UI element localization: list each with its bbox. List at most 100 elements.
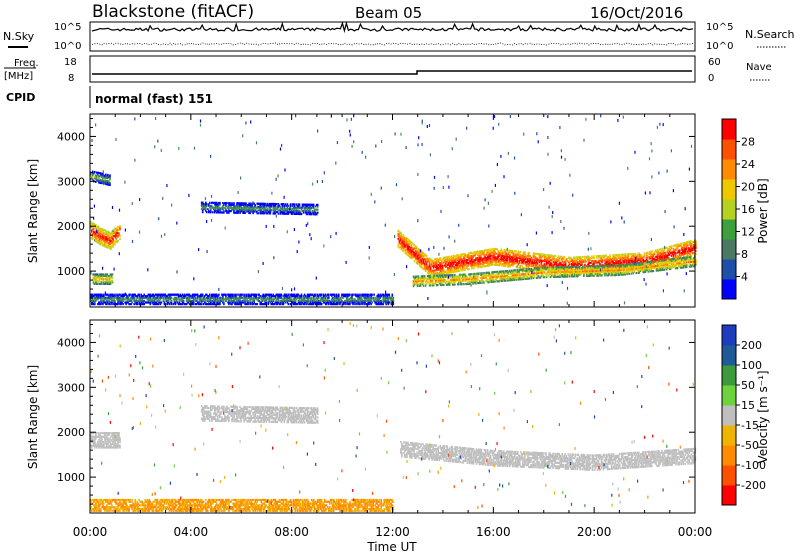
power-cell <box>418 264 421 267</box>
power-cell <box>295 209 298 212</box>
power-cell <box>547 274 550 277</box>
power-cell <box>463 262 465 265</box>
power-cell <box>410 246 413 249</box>
power-cell <box>456 263 458 266</box>
power-cell <box>227 293 229 296</box>
power-cell <box>624 266 626 270</box>
power-cell <box>493 258 495 261</box>
power-cell <box>684 264 687 267</box>
power-cell <box>284 212 287 215</box>
power-cell <box>110 293 112 296</box>
power-cell <box>129 293 131 296</box>
power-cell <box>97 231 99 234</box>
power-cell <box>116 226 118 230</box>
power-cell <box>105 182 107 186</box>
power-cell <box>218 201 220 205</box>
power-cell <box>523 256 526 259</box>
power-cell <box>566 269 569 272</box>
power-cell <box>435 262 438 265</box>
power-cell <box>139 296 141 299</box>
power-cell <box>513 262 516 265</box>
power-cell <box>427 275 430 278</box>
power-cell <box>505 260 507 263</box>
power-cell <box>572 267 574 270</box>
power-cell <box>98 295 100 298</box>
power-cell <box>491 271 493 274</box>
power-cell <box>518 272 521 275</box>
power-cell <box>289 206 292 209</box>
power-cell <box>277 204 280 207</box>
power-cell <box>101 180 103 183</box>
power-cell <box>149 295 152 298</box>
power-cell <box>449 260 451 263</box>
power-cell <box>279 210 282 214</box>
power-cell <box>416 256 419 259</box>
power-cell <box>678 251 681 254</box>
power-cell <box>509 279 512 282</box>
power-cell <box>418 262 421 265</box>
power-cell <box>565 273 568 276</box>
power-cell <box>636 254 639 257</box>
power-cell <box>274 212 277 215</box>
power-cell <box>471 264 473 267</box>
power-cell <box>168 303 171 306</box>
power-cell <box>90 233 92 236</box>
power-cell <box>112 229 114 232</box>
power-cell <box>550 254 553 257</box>
power-cell <box>631 260 634 264</box>
power-cell <box>469 259 471 263</box>
power-cell <box>573 258 575 261</box>
power-cell <box>572 262 574 266</box>
power-cell <box>99 242 101 245</box>
power-cell <box>505 253 507 257</box>
power-cell <box>503 276 505 279</box>
power-cell <box>690 249 692 252</box>
power-cell <box>432 271 435 274</box>
power-cell <box>219 296 221 299</box>
power-cell <box>462 265 464 269</box>
power-cell <box>613 267 615 270</box>
power-cell <box>200 298 203 301</box>
power-cell <box>403 241 406 244</box>
power-cell <box>470 273 472 276</box>
power-cell <box>650 250 653 253</box>
power-cell <box>91 176 93 179</box>
power-cell <box>573 273 575 276</box>
power-cell <box>480 281 482 284</box>
power-cell <box>239 293 241 296</box>
power-cell <box>98 234 100 237</box>
power-cell <box>577 275 579 278</box>
power-cell <box>436 265 439 268</box>
power-cell <box>430 263 433 266</box>
power-cell <box>206 211 208 214</box>
power-cell <box>400 245 403 248</box>
power-cell <box>668 261 671 264</box>
power-cell <box>672 249 675 252</box>
power-cell <box>99 282 102 285</box>
power-cell <box>431 276 434 279</box>
power-cell <box>431 281 434 284</box>
power-cell <box>584 265 586 268</box>
power-cell <box>438 257 441 260</box>
power-cell <box>601 261 603 264</box>
power-cell <box>103 232 105 235</box>
power-cell <box>573 272 575 275</box>
power-cell <box>95 238 97 241</box>
power-cell <box>407 238 410 241</box>
power-cell <box>598 259 600 262</box>
power-cell <box>636 268 639 271</box>
power-cell <box>203 301 206 304</box>
power-cell <box>418 256 421 259</box>
power-cell <box>529 255 532 258</box>
power-cell <box>112 240 114 243</box>
power-cell <box>167 299 170 302</box>
power-cell <box>119 226 121 229</box>
power-cell <box>154 303 157 306</box>
power-cell <box>551 256 554 259</box>
power-cell <box>178 298 181 301</box>
power-cell <box>685 241 688 244</box>
power-cell <box>655 250 658 254</box>
power-cell <box>621 267 623 270</box>
power-cell <box>452 277 454 280</box>
power-cell <box>202 296 205 299</box>
